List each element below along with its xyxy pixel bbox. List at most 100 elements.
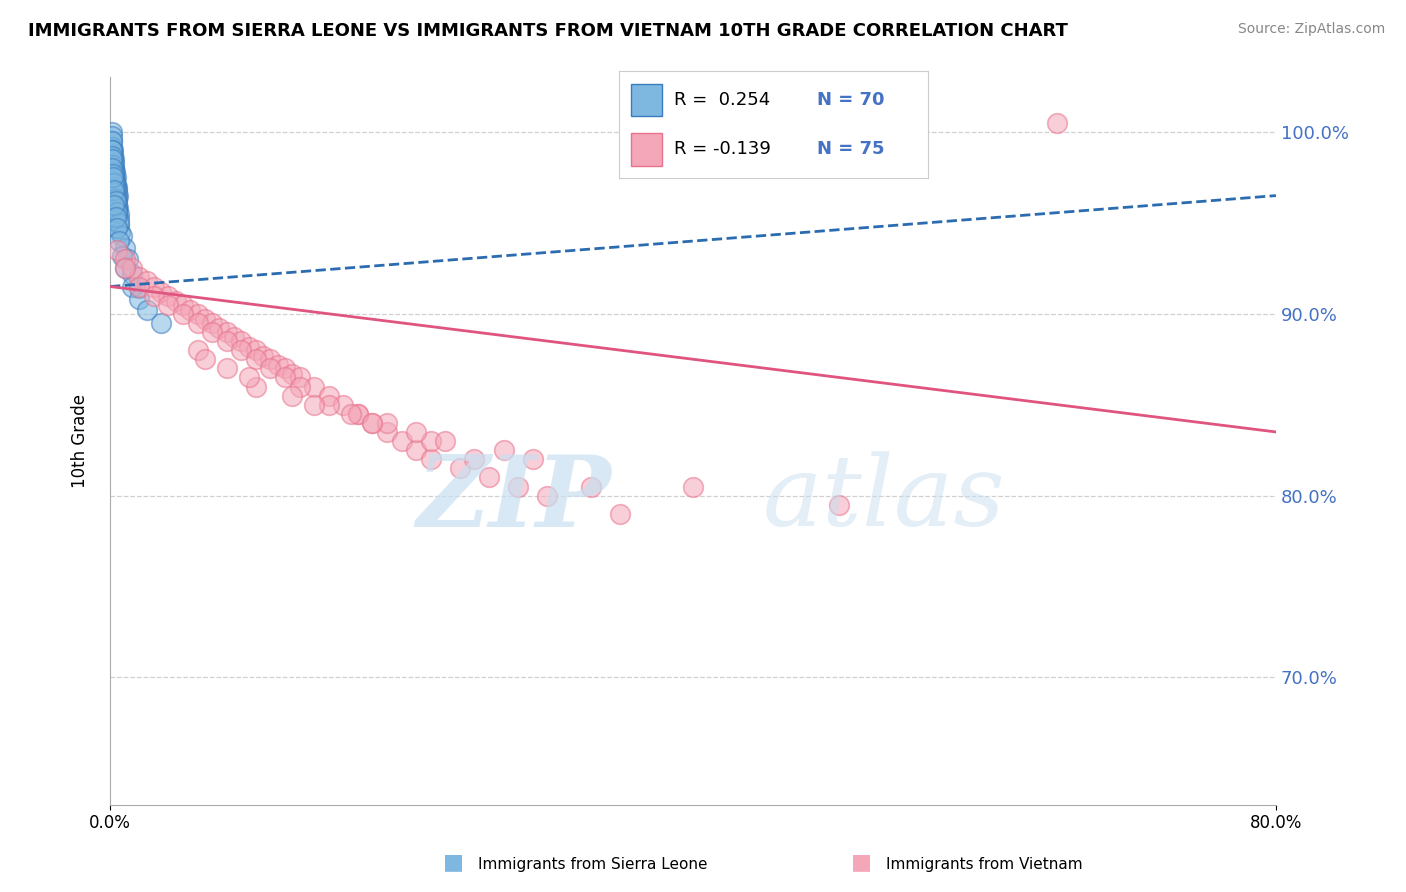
- Point: [103, 153, 125, 167]
- Point: [101, 158, 124, 172]
- Text: R = -0.139: R = -0.139: [675, 141, 772, 159]
- Point: [302, 398, 325, 412]
- Point: [107, 188, 129, 202]
- Bar: [631, 134, 662, 166]
- Point: [101, 167, 124, 181]
- Text: ■: ■: [851, 853, 872, 872]
- Point: [104, 181, 127, 195]
- Text: Immigrants from Vietnam: Immigrants from Vietnam: [886, 857, 1083, 872]
- Point: [318, 398, 340, 412]
- Point: [104, 172, 127, 186]
- Point: [121, 261, 143, 276]
- Point: [100, 153, 122, 167]
- Point: [105, 186, 128, 201]
- Point: [104, 194, 127, 208]
- Point: [114, 261, 136, 276]
- Point: [259, 361, 281, 376]
- Point: [108, 234, 131, 248]
- Point: [128, 279, 150, 293]
- Point: [434, 434, 457, 448]
- Point: [104, 202, 127, 216]
- Point: [100, 128, 122, 143]
- Point: [100, 134, 122, 148]
- Point: [101, 143, 124, 157]
- Point: [128, 270, 150, 285]
- Point: [114, 261, 136, 276]
- Text: atlas: atlas: [763, 451, 1005, 547]
- Point: [104, 170, 127, 185]
- Point: [114, 241, 136, 255]
- Point: [179, 303, 201, 318]
- Point: [104, 165, 127, 179]
- Point: [101, 134, 124, 148]
- Point: [201, 316, 224, 330]
- Point: [215, 361, 238, 376]
- Point: [107, 202, 129, 216]
- Point: [828, 498, 851, 512]
- Point: [375, 425, 398, 439]
- Point: [103, 165, 125, 179]
- Point: [105, 192, 128, 206]
- Point: [419, 452, 441, 467]
- Point: [103, 174, 125, 188]
- Point: [172, 298, 194, 312]
- Point: [105, 183, 128, 197]
- Text: R =  0.254: R = 0.254: [675, 91, 770, 109]
- Point: [194, 312, 217, 326]
- Point: [449, 461, 471, 475]
- Point: [231, 334, 253, 348]
- Point: [108, 212, 131, 227]
- Point: [346, 407, 368, 421]
- Text: N = 70: N = 70: [817, 91, 884, 109]
- Point: [302, 379, 325, 393]
- Point: [103, 161, 125, 176]
- Point: [105, 194, 128, 208]
- Point: [463, 452, 485, 467]
- Point: [142, 288, 165, 302]
- Point: [361, 416, 384, 430]
- Point: [103, 169, 125, 183]
- Point: [101, 139, 124, 153]
- Point: [157, 298, 180, 312]
- Point: [101, 148, 124, 162]
- Point: [150, 316, 173, 330]
- Point: [172, 307, 194, 321]
- Text: IMMIGRANTS FROM SIERRA LEONE VS IMMIGRANTS FROM VIETNAM 10TH GRADE CORRELATION C: IMMIGRANTS FROM SIERRA LEONE VS IMMIGRAN…: [28, 22, 1069, 40]
- Point: [101, 153, 124, 167]
- Point: [111, 249, 134, 263]
- Text: N = 75: N = 75: [817, 141, 884, 159]
- Point: [121, 267, 143, 281]
- Point: [259, 352, 281, 367]
- Point: [150, 285, 173, 299]
- Point: [609, 507, 631, 521]
- Point: [105, 221, 128, 235]
- Point: [231, 343, 253, 358]
- Point: [266, 358, 288, 372]
- Point: [339, 407, 361, 421]
- Point: [101, 143, 124, 157]
- Point: [281, 389, 304, 403]
- Point: [103, 163, 125, 178]
- Point: [104, 183, 127, 197]
- Point: [104, 211, 127, 225]
- Text: ZIP: ZIP: [416, 451, 612, 548]
- Point: [522, 452, 544, 467]
- Point: [104, 190, 127, 204]
- Point: [103, 185, 125, 199]
- Point: [111, 228, 134, 243]
- Point: [105, 197, 128, 211]
- Point: [375, 416, 398, 430]
- Point: [281, 367, 304, 381]
- Text: Source: ZipAtlas.com: Source: ZipAtlas.com: [1237, 22, 1385, 37]
- Point: [332, 398, 354, 412]
- Point: [186, 343, 208, 358]
- Point: [165, 294, 187, 309]
- Point: [142, 279, 165, 293]
- Point: [288, 379, 311, 393]
- Point: [103, 161, 125, 176]
- Point: [103, 183, 125, 197]
- Point: [682, 479, 704, 493]
- Point: [121, 279, 143, 293]
- Point: [104, 176, 127, 190]
- Point: [103, 176, 125, 190]
